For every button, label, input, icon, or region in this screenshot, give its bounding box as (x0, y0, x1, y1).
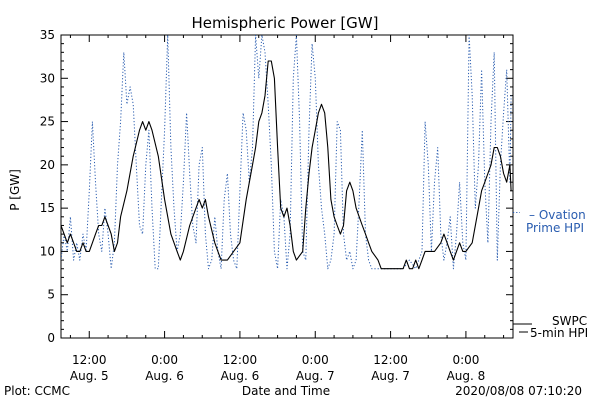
x-axis-label: Date and Time (242, 384, 330, 398)
series-swpc-line (61, 60, 512, 270)
x-tick-date-label: Aug. 6 (145, 369, 184, 383)
x-tick-date-label: Aug. 7 (371, 369, 410, 383)
y-tick-label: 15 (40, 201, 55, 215)
y-axis-label: P [GW] (8, 169, 22, 211)
x-tick-date-label: Aug. 7 (296, 369, 335, 383)
legend-ovation-label-2: Prime HPI (526, 221, 584, 235)
x-tick-time-label: 12:00 (72, 353, 107, 367)
x-tick-time-label: 0:00 (452, 353, 479, 367)
series-ovation-prime-line (61, 35, 512, 270)
series-layer (61, 35, 512, 270)
x-tick-date-label: Aug. 8 (447, 369, 486, 383)
plot-credit: Plot: CCMC (4, 384, 70, 398)
x-tick-time-label: 12:00 (373, 353, 408, 367)
y-axis-ticks: 0 5 10 15 20 25 30 35 (40, 28, 513, 345)
y-tick-label: 35 (40, 28, 55, 42)
x-tick-date-label: Aug. 6 (221, 369, 260, 383)
chart-title: Hemispheric Power [GW] (192, 14, 379, 32)
x-tick-time-label: 0:00 (302, 353, 329, 367)
x-tick-time-label: 12:00 (223, 353, 258, 367)
y-tick-label: 0 (47, 331, 55, 345)
legend-swpc-label-1: SWPC (552, 314, 587, 328)
y-tick-label: 30 (40, 71, 55, 85)
y-tick-label: 25 (40, 115, 55, 129)
legend-swpc-label-2: 5-min HPI (530, 326, 588, 340)
plot-area-border (60, 34, 514, 339)
y-tick-label: 5 (47, 288, 55, 302)
x-axis-ticks: 12:00 Aug. 5 0:00 Aug. 6 12:00 Aug. 6 0:00 Aug.… (70, 35, 505, 383)
legend-ovation-label-1: – Ovation (529, 208, 586, 222)
x-tick-date-label: Aug. 5 (70, 369, 109, 383)
y-tick-label: 20 (40, 158, 55, 172)
plot-timestamp: 2020/08/08 07:10:20 (455, 384, 582, 398)
y-tick-label: 10 (40, 244, 55, 258)
plot-frame (60, 34, 514, 339)
x-tick-time-label: 0:00 (151, 353, 178, 367)
